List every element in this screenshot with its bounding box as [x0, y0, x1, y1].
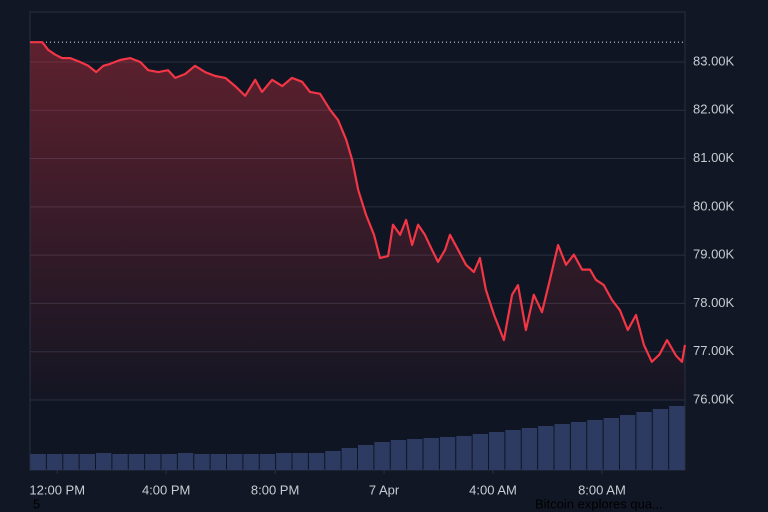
volume-bar	[177, 453, 194, 470]
y-tick-label: 80.00K	[693, 198, 735, 213]
volume-bar	[439, 437, 456, 470]
volume-bar	[194, 454, 210, 470]
volume-bar	[79, 454, 95, 470]
price-line	[30, 41, 687, 363]
x-tick-label: 4:00 AM	[469, 482, 517, 497]
x-tick-label: 12:00 PM	[29, 482, 85, 497]
y-tick-label: 83.00K	[693, 53, 735, 68]
volume-bar	[308, 453, 325, 470]
volume-bar	[341, 448, 357, 470]
volume-bar	[145, 454, 161, 470]
volume-bar	[554, 424, 570, 470]
y-tick-label: 79.00K	[693, 247, 735, 262]
volume-bar	[30, 454, 46, 470]
volume-bar	[325, 451, 341, 470]
volume-bar	[243, 454, 259, 470]
volume-bar	[521, 428, 538, 470]
volume-bar	[489, 432, 505, 470]
volume-bar	[128, 454, 145, 470]
volume-bar	[358, 445, 374, 470]
y-tick-label: 78.00K	[693, 295, 735, 310]
volume-bar	[570, 422, 587, 470]
volume-bar	[505, 430, 521, 470]
volume-bar	[210, 454, 226, 470]
volume-bar	[669, 406, 685, 470]
volume-bar	[46, 454, 63, 470]
volume-bar	[472, 434, 488, 470]
volume-bar	[652, 409, 669, 470]
annotation: 5	[33, 496, 40, 511]
volume-bar	[538, 426, 554, 470]
volume-bar	[587, 420, 603, 470]
volume-bar	[63, 454, 79, 470]
volume-bar	[259, 454, 276, 470]
volume-bar	[423, 438, 439, 470]
volume-bar	[374, 442, 390, 470]
area	[30, 42, 686, 400]
x-tick-label: 8:00 AM	[578, 482, 626, 497]
volume-bar	[620, 415, 636, 470]
volume-bar	[96, 453, 112, 470]
x-tick-label: 4:00 PM	[142, 482, 190, 497]
x-tick-label: 8:00 PM	[251, 482, 299, 497]
volume-bar	[456, 436, 472, 470]
volume-bar	[112, 454, 128, 470]
annotation: Bitcoin explores qua...	[535, 496, 663, 511]
volume-bar	[292, 453, 308, 470]
volume-bar	[390, 440, 407, 470]
y-tick-label: 81.00K	[693, 150, 735, 165]
x-tick-label: 7 Apr	[369, 482, 400, 497]
volume-bar	[603, 418, 619, 470]
y-tick-label: 82.00K	[693, 102, 735, 117]
volume-bar	[276, 453, 292, 470]
y-tick-label: 76.00K	[693, 391, 735, 406]
volume-bar	[636, 412, 652, 470]
y-tick-label: 77.00K	[693, 343, 735, 358]
volume-bar	[227, 454, 243, 470]
volume-bar	[407, 439, 423, 470]
volume-bar	[161, 454, 177, 470]
